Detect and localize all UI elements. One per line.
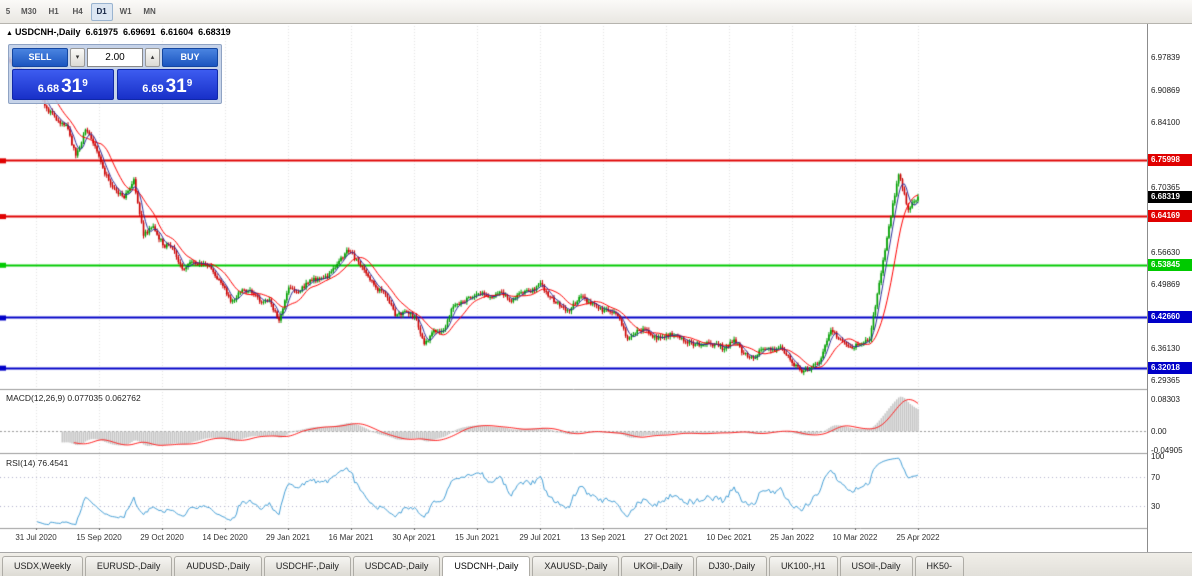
- price-level-badge: 6.53845: [1148, 258, 1192, 271]
- buy-button[interactable]: BUY: [162, 48, 218, 67]
- bid-main: 6.68: [37, 83, 60, 95]
- timeframe-button-h1[interactable]: H1: [48, 6, 59, 16]
- chart-tab[interactable]: EURUSD-,Daily: [84, 556, 173, 576]
- rsi-scale-tick: 30: [1151, 501, 1160, 511]
- time-axis-label: 13 Sep 2021: [580, 533, 626, 542]
- price-level-badge: 6.32018: [1148, 361, 1192, 374]
- price-scale-tick: 6.56630: [1151, 247, 1180, 257]
- timeframe-button-d1[interactable]: D1: [90, 2, 113, 21]
- chart-tab[interactable]: XAUUSD-,Daily: [532, 556, 620, 576]
- time-axis-label: 15 Sep 2020: [76, 533, 122, 542]
- chart-tab[interactable]: AUDUSD-,Daily: [174, 556, 262, 576]
- time-axis-label: 29 Oct 2020: [140, 533, 184, 542]
- one-click-trading-panel: SELL ▾ 2.00 ▴ BUY 6.68 31 9 6.69 31 9: [8, 44, 222, 104]
- time-axis-label: 10 Dec 2021: [706, 533, 752, 542]
- time-axis-label: 29 Jan 2021: [265, 533, 311, 542]
- chart-tab[interactable]: USDCAD-,Daily: [352, 556, 441, 576]
- chart-tab[interactable]: DJ30-,Daily: [696, 556, 767, 576]
- price-scale-tick: 6.70365: [1151, 182, 1180, 192]
- time-axis[interactable]: 31 Jul 2020 15 Sep 2020 29 Oct 2020 14 Dec …: [0, 528, 1147, 550]
- macd-indicator-label: MACD(12,26,9) 0.077035 0.062762: [6, 393, 141, 403]
- price-scale-tick: 6.97839: [1151, 53, 1180, 63]
- chart-tab[interactable]: UKOil-,Daily: [621, 556, 695, 576]
- bid-pips: 31: [61, 76, 83, 97]
- ask-pipette: 9: [186, 78, 193, 89]
- time-axis-label: 15 Jun 2021: [454, 533, 500, 542]
- price-level-badge: 6.75998: [1148, 154, 1192, 167]
- time-axis-label: 10 Mar 2022: [832, 533, 878, 542]
- timeframe-toolbar: 5 M30 H1 H4 D1 W1 MN: [0, 0, 1192, 24]
- chart-ohlc-header: ▲ USDCNH-,Daily 6.61975 6.69691 6.61604 6.683…: [6, 27, 236, 37]
- price-scale-tick: 6.90869: [1151, 86, 1180, 96]
- symbol-marker-icon: ▲: [6, 30, 13, 37]
- timeframe-button-5[interactable]: 5: [5, 6, 11, 16]
- price-scale-tick: 6.84100: [1151, 118, 1180, 128]
- time-axis-label: 14 Dec 2020: [202, 533, 248, 542]
- ask-pips: 31: [165, 76, 187, 97]
- timeframe-button-h4[interactable]: H4: [72, 6, 83, 16]
- price-level-badge: 6.64169: [1148, 210, 1192, 223]
- rsi-scale-tick: 100: [1151, 452, 1165, 461]
- price-scale-column[interactable]: 6.97839 6.90869 6.84100 6.70365 6.56630 6.498…: [1147, 24, 1192, 552]
- chart-tab-bar: USDX,Weekly EURUSD-,Daily AUDUSD-,Daily USD…: [0, 552, 1192, 576]
- rsi-scale-tick: 70: [1151, 473, 1160, 483]
- time-axis-label: 25 Apr 2022: [896, 533, 940, 542]
- time-axis-label: 31 Jul 2020: [15, 533, 57, 542]
- price-chart-canvas[interactable]: [0, 24, 1147, 530]
- bid-price-button[interactable]: 6.68 31 9: [12, 69, 114, 100]
- time-axis-label: 27 Oct 2021: [644, 533, 688, 542]
- ohlc-low: 6.61604: [160, 27, 194, 37]
- ask-price-button[interactable]: 6.69 31 9: [116, 69, 218, 100]
- timeframe-button-m30[interactable]: M30: [21, 6, 37, 16]
- price-scale-tick: 6.36130: [1151, 344, 1180, 354]
- current-price-badge: 6.68319: [1148, 190, 1192, 203]
- macd-scale-tick: 0.00: [1151, 426, 1167, 436]
- ask-main: 6.69: [142, 83, 164, 95]
- chart-tab[interactable]: USDX,Weekly: [2, 556, 83, 576]
- time-axis-label: 30 Apr 2021: [392, 533, 436, 542]
- volume-increase-button[interactable]: ▴: [145, 48, 160, 67]
- bid-pipette: 9: [82, 78, 88, 89]
- price-scale-tick: 6.29365: [1151, 376, 1180, 386]
- macd-scale-tick: -0.04905: [1151, 445, 1183, 455]
- price-scale-tick: 6.49869: [1151, 279, 1180, 289]
- time-axis-label: 16 Mar 2021: [328, 533, 374, 542]
- volume-input[interactable]: 2.00: [87, 48, 143, 67]
- chart-tab[interactable]: USDCNH-,Daily: [442, 556, 531, 576]
- chart-tab[interactable]: USDCHF-,Daily: [263, 556, 351, 576]
- price-level-badge: 6.42660: [1148, 311, 1192, 324]
- time-axis-label: 29 Jul 2021: [519, 533, 561, 542]
- chart-tab[interactable]: HK50-: [914, 556, 965, 576]
- chart-tab[interactable]: USOil-,Daily: [839, 556, 913, 576]
- chart-title: USDCNH-,Daily: [14, 27, 81, 37]
- rsi-indicator-label: RSI(14) 76.4541: [6, 458, 69, 468]
- ohlc-high: 6.69691: [123, 27, 156, 37]
- timeframe-button-mn[interactable]: MN: [143, 6, 156, 16]
- volume-decrease-button[interactable]: ▾: [70, 48, 85, 67]
- sell-button[interactable]: SELL: [12, 48, 68, 67]
- ohlc-close: 6.68319: [198, 27, 231, 37]
- time-axis-label: 25 Jan 2022: [769, 533, 815, 542]
- macd-scale-tick: 0.08303: [1151, 394, 1180, 404]
- ohlc-open: 6.61975: [85, 27, 118, 37]
- chart-tab[interactable]: UK100-,H1: [768, 556, 838, 576]
- timeframe-button-w1[interactable]: W1: [119, 6, 132, 16]
